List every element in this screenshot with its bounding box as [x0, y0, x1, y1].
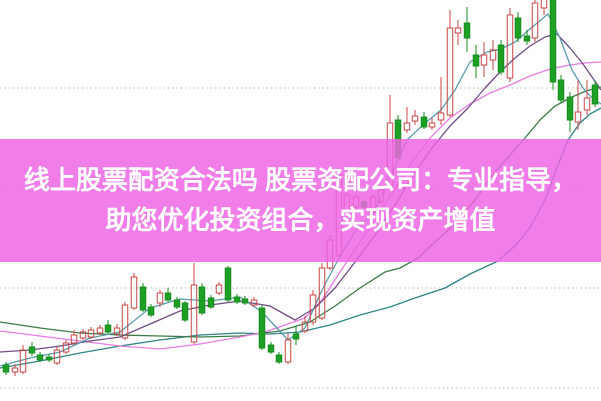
- candle-down: [292, 333, 300, 340]
- candle-up: [506, 14, 514, 79]
- candle-up: [87, 329, 95, 338]
- candle-down: [164, 292, 172, 301]
- candle-up: [437, 112, 445, 121]
- candle-up: [62, 342, 70, 353]
- candle-up: [574, 111, 582, 123]
- candle-down: [181, 302, 189, 321]
- candle-up: [70, 334, 78, 344]
- candle-up: [428, 122, 436, 128]
- candle-up: [250, 299, 258, 306]
- candle-down: [233, 296, 241, 303]
- candle-up: [318, 267, 326, 319]
- candle-up: [454, 27, 462, 34]
- candle-down: [45, 356, 53, 361]
- candle-down: [104, 324, 112, 333]
- candle-down: [557, 79, 565, 101]
- candle-down: [497, 44, 505, 73]
- candle-down: [258, 307, 266, 349]
- candle-up: [113, 327, 121, 335]
- candle-up: [156, 292, 164, 304]
- candle-down: [241, 298, 249, 304]
- candle-up: [309, 294, 317, 323]
- candle-down: [420, 116, 428, 128]
- candle-down: [28, 346, 36, 354]
- ma-slow-green: [0, 86, 601, 338]
- candle-up: [531, 2, 539, 39]
- candle-down: [224, 267, 232, 301]
- candle-up: [96, 327, 104, 334]
- candle-down: [472, 54, 480, 67]
- candle-up: [403, 122, 411, 131]
- candle-up: [284, 339, 292, 363]
- candle-down: [566, 96, 574, 121]
- title-banner: 线上股票配资合法吗 股票资配公司：专业指导， 助您优化投资组合，实现资产增值: [0, 139, 601, 262]
- candle-up: [480, 54, 488, 66]
- candle-up: [540, 0, 548, 9]
- candle-up: [301, 321, 309, 332]
- banner-title-line2: 助您优化投资组合，实现资产增值: [105, 205, 496, 235]
- candle-up: [121, 304, 129, 339]
- banner-title-line1: 线上股票配资合法吗 股票资配公司：专业指导，: [23, 164, 578, 195]
- candle-down: [198, 286, 206, 314]
- candle-down: [147, 306, 155, 316]
- candle-down: [523, 35, 531, 42]
- candle-down: [267, 344, 275, 353]
- candle-down: [207, 297, 215, 308]
- candle-up: [130, 276, 138, 309]
- candle-up: [446, 27, 454, 116]
- candle-down: [463, 22, 471, 39]
- candle-down: [139, 286, 147, 311]
- candle-down: [549, 0, 557, 83]
- candle-down: [591, 84, 599, 105]
- candle-up: [215, 284, 223, 294]
- candle-up: [190, 284, 198, 343]
- candle-up: [53, 349, 61, 364]
- candle-down: [36, 354, 44, 361]
- candle-down: [173, 299, 181, 308]
- candle-up: [11, 367, 19, 373]
- candle-down: [514, 17, 522, 39]
- candle-down: [2, 364, 10, 373]
- candle-up: [583, 97, 591, 111]
- candle-down: [275, 354, 283, 363]
- candle-up: [19, 349, 27, 373]
- candle-up: [411, 115, 419, 122]
- candle-up: [489, 49, 497, 61]
- candle-up: [79, 331, 87, 339]
